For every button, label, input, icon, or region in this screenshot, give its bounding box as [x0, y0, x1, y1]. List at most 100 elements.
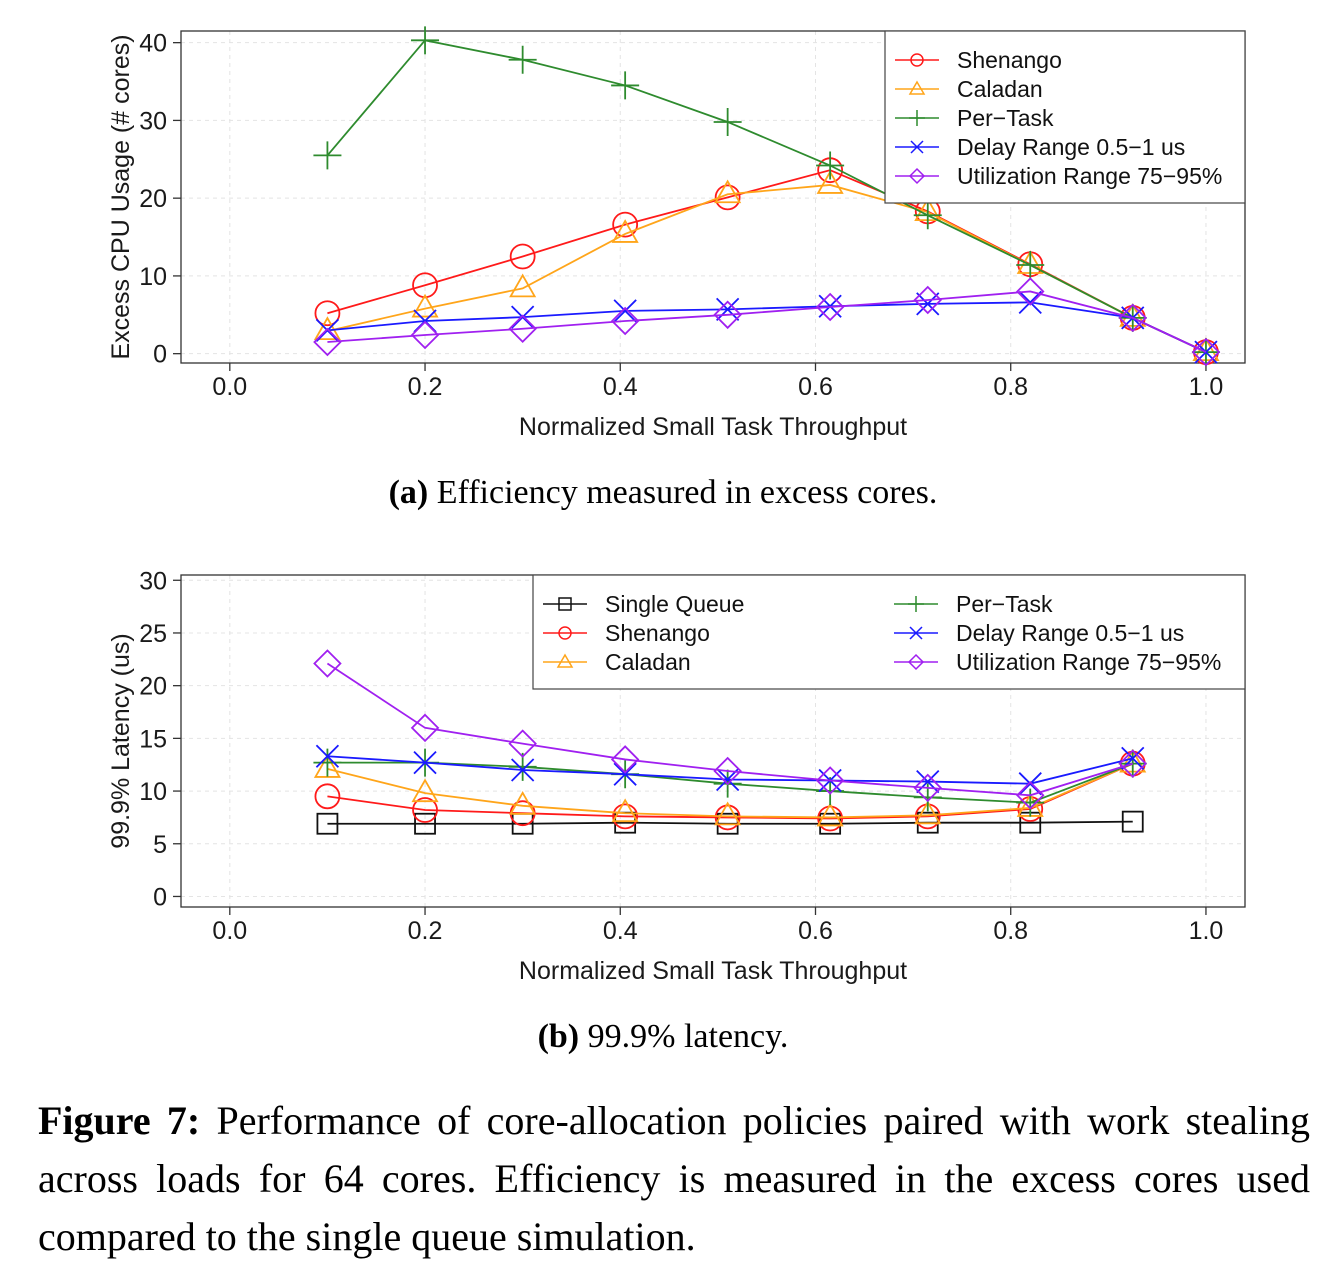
y-tick-label: 30 — [139, 107, 167, 135]
data-point — [508, 45, 537, 74]
data-point — [914, 800, 942, 825]
y-tick-label: 30 — [139, 567, 167, 595]
series-line — [327, 762, 1134, 819]
data-point — [816, 170, 844, 194]
y-tick-label: 10 — [139, 263, 167, 291]
data-point — [913, 201, 942, 230]
x-tick-label: 0.6 — [798, 373, 833, 401]
y-tick-label: 20 — [139, 185, 167, 213]
x-tick-label: 1.0 — [1189, 373, 1224, 401]
legend-swatch-marker — [909, 626, 923, 640]
data-point — [411, 778, 439, 803]
legend-entry: Shenango — [957, 47, 1062, 73]
x-tick-label: 0.6 — [798, 917, 833, 945]
y-tick-label: 20 — [139, 673, 167, 701]
data-point — [611, 71, 640, 100]
x-tick-label: 0.4 — [603, 373, 638, 401]
x-tick-label: 0.4 — [603, 917, 638, 945]
series-line — [327, 820, 1133, 825]
series-utilization-range-75-95- — [313, 277, 1221, 367]
data-point — [713, 756, 742, 786]
data-point — [612, 803, 639, 830]
legend-entry: Caladan — [605, 649, 691, 675]
data-point — [916, 292, 940, 316]
data-point — [1118, 303, 1148, 333]
series-delay-range-0-5-1-us — [315, 744, 1145, 796]
x-tick-label: 0.8 — [993, 917, 1028, 945]
caption-b: (b) 99.9% latency. — [0, 1018, 1326, 1056]
legend-entry: Single Queue — [605, 591, 744, 617]
data-point — [611, 219, 639, 243]
chart-panel-b: 0.0 0.2 0.4 0.6 0.8 1.0 0 5 10 15 20 25 30 Normalized… — [107, 567, 1246, 985]
caption-a: (a) Efficiency measured in excess cores. — [0, 474, 1326, 512]
legend-entry: Per−Task — [956, 591, 1053, 617]
legend-swatch-marker — [908, 596, 924, 612]
data-point — [610, 306, 640, 336]
data-point — [1016, 251, 1045, 280]
data-point — [313, 754, 341, 778]
x-axis-label: Normalized Small Task Throughput — [519, 957, 907, 985]
data-point — [1016, 788, 1045, 817]
caption-a-text: Efficiency measured in excess cores. — [428, 474, 938, 511]
data-point — [313, 649, 342, 678]
x-tick-label: 1.0 — [1189, 917, 1224, 945]
x-tick-label: 0.2 — [408, 373, 443, 401]
legend-swatch-marker — [558, 597, 572, 611]
x-tick-label: 0.0 — [212, 373, 247, 401]
data-point — [612, 211, 639, 238]
data-point — [1191, 337, 1221, 367]
y-tick-label: 0 — [153, 341, 167, 369]
x-tick-label: 0.0 — [212, 917, 247, 945]
data-point — [410, 713, 440, 743]
figure-caption: Figure 7: Performance of core-allocation… — [38, 1092, 1310, 1266]
data-point — [314, 783, 341, 810]
data-point — [314, 300, 341, 327]
data-point — [610, 745, 640, 774]
y-tick-label: 5 — [153, 831, 167, 859]
data-point — [315, 318, 340, 342]
x-tick-label: 0.2 — [408, 917, 443, 945]
data-point — [508, 314, 537, 344]
legend-swatch-marker — [558, 626, 572, 640]
y-tick-label: 10 — [139, 778, 167, 806]
data-point — [313, 748, 342, 777]
data-point — [611, 798, 639, 823]
series-line — [327, 290, 1207, 353]
series-per-task — [313, 26, 1220, 367]
data-point — [316, 812, 339, 835]
data-point — [410, 320, 440, 350]
data-point — [313, 316, 341, 341]
legend-entry: Utilization Range 75−95% — [956, 649, 1221, 675]
legend-swatch-marker — [556, 653, 574, 668]
data-point — [613, 299, 637, 323]
data-point — [1015, 277, 1045, 306]
legend-entry: Delay Range 0.5−1 us — [956, 620, 1184, 646]
data-point — [613, 762, 637, 786]
data-point — [716, 297, 740, 321]
y-axis-label: Excess CPU Usage (# cores) — [107, 34, 135, 359]
data-point — [913, 285, 943, 315]
legend-swatch-marker — [908, 80, 926, 95]
legend-entry: Shenango — [605, 620, 710, 646]
x-axis-label: Normalized Small Task Throughput — [519, 413, 907, 441]
data-point — [412, 797, 438, 823]
data-point — [413, 750, 437, 775]
data-point — [714, 801, 742, 826]
data-point — [815, 292, 845, 322]
figure-caption-text: Performance of core-allocation policies … — [38, 1098, 1311, 1259]
legend-entry: Per−Task — [957, 105, 1054, 131]
legend-swatch-marker — [907, 653, 925, 671]
data-point — [509, 791, 537, 815]
data-point — [817, 805, 844, 832]
data-point — [511, 758, 535, 782]
series-line — [326, 662, 1134, 797]
data-point — [411, 26, 440, 55]
data-point — [511, 305, 535, 329]
data-point — [1121, 810, 1144, 833]
series-line — [326, 39, 1207, 353]
data-point — [714, 179, 742, 204]
data-point — [816, 802, 844, 827]
data-point — [714, 184, 741, 211]
data-point — [508, 729, 537, 758]
